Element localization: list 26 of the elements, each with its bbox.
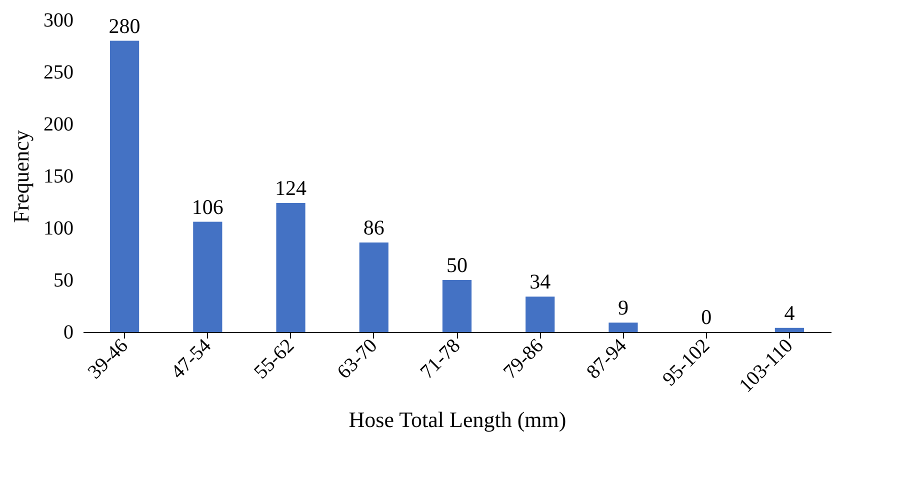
data-label: 106 [192,194,224,219]
bar [359,242,388,332]
y-tick-label: 50 [54,270,74,292]
data-label: 4 [784,300,796,325]
data-label: 34 [530,270,552,294]
bar [774,328,804,332]
bar [442,280,472,332]
bar [526,296,555,332]
data-label: 280 [108,14,140,38]
y-tick-label: 200 [44,114,74,136]
data-label: 124 [275,176,308,200]
y-tick-label: 250 [44,62,74,84]
y-tick-label: 300 [44,10,74,32]
y-tick-label: 150 [44,166,74,188]
x-axis-title: Hose Total Length (mm) [348,407,566,432]
data-label: 86 [363,216,384,240]
y-tick-label: 0 [64,322,74,344]
y-axis-title: Frequency [8,130,34,223]
data-label: 9 [618,296,628,320]
bar [276,203,306,332]
bar [608,322,638,332]
bar [110,40,140,332]
data-label: 0 [701,305,712,329]
bar [193,222,222,332]
y-tick-label: 100 [44,218,74,240]
data-label: 50 [446,253,468,277]
